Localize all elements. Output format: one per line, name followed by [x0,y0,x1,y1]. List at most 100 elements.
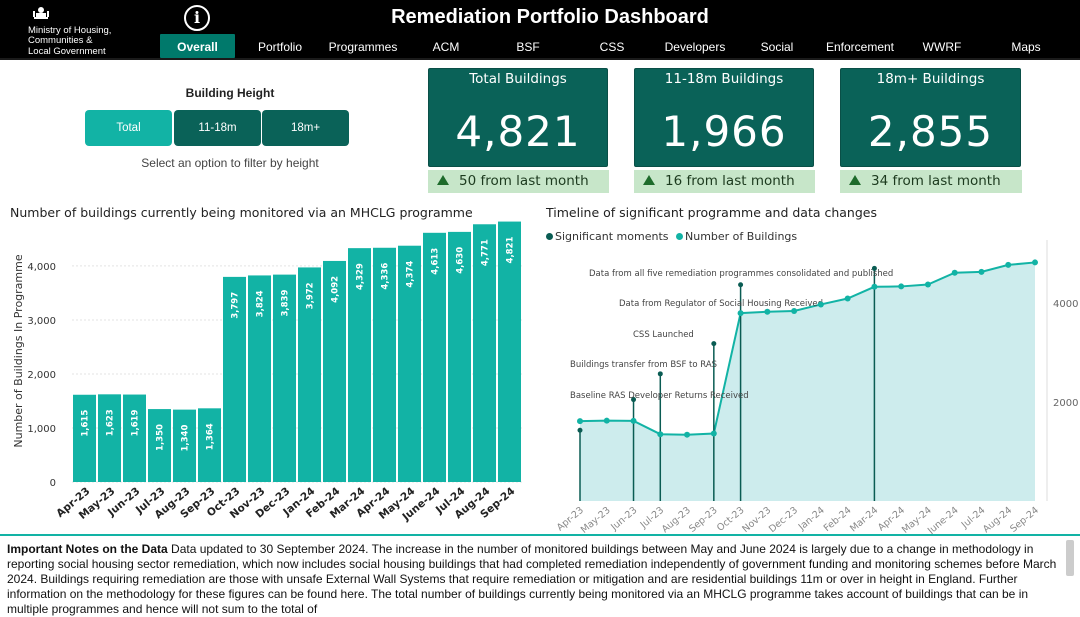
bar-value-label: 4,613 [431,248,441,275]
series-point [710,430,717,437]
moment-dot [577,427,583,433]
series-point [924,281,931,288]
notes-heading: Important Notes on the Data [7,542,168,556]
filter-hint: Select an option to filter by height [141,156,319,170]
series-point [657,431,664,438]
tab-portfolio[interactable]: Portfolio [257,40,303,54]
bar-value-label: 1,615 [81,410,91,437]
series-point [684,431,691,438]
timeline-chart-title: Timeline of significant programme and da… [546,205,877,220]
moment-annotation: Data from Regulator of Social Housing Re… [619,299,823,309]
bar [98,394,121,482]
tab-developers[interactable]: Developers [664,40,726,54]
legend-significant-moments: Significant moments [555,230,669,243]
org-name-line-3: Local Government [28,45,106,57]
bar [323,260,346,482]
y-tick-label: 3,000 [27,316,56,327]
tab-wwrf[interactable]: WWRF [922,40,962,54]
moment-dot [871,265,877,271]
top-navigation-bar: Ministry of Housing, Communities & Local… [0,0,1080,60]
x-tick-label: Feb-24 [822,505,854,534]
filter-11-18m-button[interactable]: 11-18m [174,110,261,146]
legend-dot-icon [676,233,683,240]
kpi-value: 4,821 [455,107,581,156]
tab-social[interactable]: Social [760,40,794,54]
dashboard-title: Remediation Portfolio Dashboard [391,6,709,28]
y-tick-label: 0 [50,478,56,489]
x-tick-label: Mar-24 [848,505,880,535]
series-line [579,261,1036,436]
moment-annotation: Buildings transfer from BSF to RAS [570,360,717,370]
org-name-line-1: Ministry of Housing, [28,24,112,36]
kpi-change-badge: 34 from last month [840,170,1022,193]
series-point [791,308,798,315]
bar [498,221,521,483]
bar-value-label: 4,630 [456,247,466,274]
bar [473,224,496,482]
kpi-change-text: 50 from last month [459,173,589,189]
bar-chart-title: Number of buildings currently being moni… [10,205,473,220]
timeline-legend: Significant moments Number of Buildings [546,230,797,243]
tab-enforcement[interactable]: Enforcement [825,40,895,54]
kpi-value: 2,855 [867,107,994,156]
y-tick-label: 2000 [1053,398,1078,409]
bar-value-label: 3,972 [306,282,316,309]
x-tick-label: Sep-23 [687,505,720,535]
moment-dot [631,397,637,403]
filter-18m-plus-button[interactable]: 18m+ [262,110,349,146]
bar [273,274,296,482]
bar-value-label: 1,340 [181,425,191,452]
moment-annotation: Baseline RAS Developer Returns Received [570,391,749,401]
bar-value-label: 1,623 [106,409,116,436]
tab-overall[interactable]: Overall [160,34,235,58]
bar [448,231,471,482]
kpi-change-badge: 50 from last month [428,170,609,193]
bar [373,247,396,482]
series-point [844,295,851,302]
kpi-11-18m-buildings: 11-18m Buildings 1,966 [634,68,814,167]
area-fill [580,262,1035,501]
moment-annotation: CSS Launched [633,330,694,340]
bar-value-label: 1,364 [206,423,216,450]
tab-programmes[interactable]: Programmes [328,40,398,54]
kpi-change-text: 34 from last month [871,173,1001,189]
mhclg-logo: Ministry of Housing, Communities & Local… [28,5,138,57]
bar-value-label: 3,839 [281,290,291,317]
series-point [603,417,610,424]
info-icon[interactable]: i [184,5,210,31]
tab-acm[interactable]: ACM [432,40,460,54]
y-tick-label: 1,000 [27,424,56,435]
series-point [764,308,771,315]
x-tick-label: Jan-24 [796,505,827,533]
tab-bsf[interactable]: BSF [516,40,540,54]
kpi-title: 18m+ Buildings [876,71,985,87]
notes-paragraph: Important Notes on the Data Data updated… [7,542,1062,617]
timeline-chart: 2000 4000 Baseline RAS Developer Returns R… [555,240,1078,537]
kpi-change-badge: 16 from last month [634,170,815,193]
tab-css[interactable]: CSS [599,40,625,54]
tab-maps[interactable]: Maps [1011,40,1041,54]
notes-scrollbar[interactable] [1066,540,1074,576]
series-point [577,418,583,425]
kpi-total-buildings: Total Buildings 4,821 [428,68,608,167]
bar [398,245,421,482]
building-height-title: Building Height [185,86,275,100]
bar [123,394,146,482]
bar [198,408,221,482]
bar-value-label: 4,329 [356,263,366,290]
kpi-change-text: 16 from last month [665,173,795,189]
x-tick-label: Aug-24 [981,505,1014,535]
series-point [871,283,878,290]
x-tick-label: Nov-23 [740,505,773,535]
important-notes-panel: Important Notes on the Data Data updated… [0,534,1080,616]
moment-dot [711,341,717,347]
bar-value-label: 1,619 [131,409,141,436]
bar-value-label: 4,821 [506,236,516,263]
filter-total-button[interactable]: Total [85,110,172,146]
legend-dot-icon [546,233,553,240]
bar-value-label: 4,092 [331,276,341,303]
org-name-line-2: Communities & [28,35,93,46]
moment-annotation: Data from all five remediation programme… [589,269,893,279]
bar-value-label: 3,824 [256,290,266,317]
